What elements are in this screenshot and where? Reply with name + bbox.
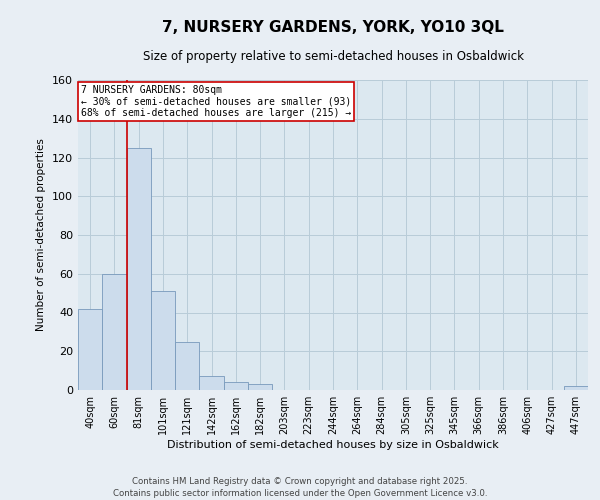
- Text: 7, NURSERY GARDENS, YORK, YO10 3QL: 7, NURSERY GARDENS, YORK, YO10 3QL: [162, 20, 504, 35]
- Text: 7 NURSERY GARDENS: 80sqm
← 30% of semi-detached houses are smaller (93)
68% of s: 7 NURSERY GARDENS: 80sqm ← 30% of semi-d…: [80, 84, 351, 118]
- Text: Contains public sector information licensed under the Open Government Licence v3: Contains public sector information licen…: [113, 489, 487, 498]
- Bar: [564, 386, 588, 390]
- Bar: [78, 308, 102, 390]
- Bar: [175, 342, 199, 390]
- Y-axis label: Number of semi-detached properties: Number of semi-detached properties: [37, 138, 46, 332]
- Bar: [151, 291, 175, 390]
- Bar: [224, 382, 248, 390]
- Bar: [248, 384, 272, 390]
- Bar: [102, 274, 127, 390]
- Bar: [127, 148, 151, 390]
- X-axis label: Distribution of semi-detached houses by size in Osbaldwick: Distribution of semi-detached houses by …: [167, 440, 499, 450]
- Text: Size of property relative to semi-detached houses in Osbaldwick: Size of property relative to semi-detach…: [143, 50, 523, 63]
- Bar: [199, 376, 224, 390]
- Text: Contains HM Land Registry data © Crown copyright and database right 2025.: Contains HM Land Registry data © Crown c…: [132, 478, 468, 486]
